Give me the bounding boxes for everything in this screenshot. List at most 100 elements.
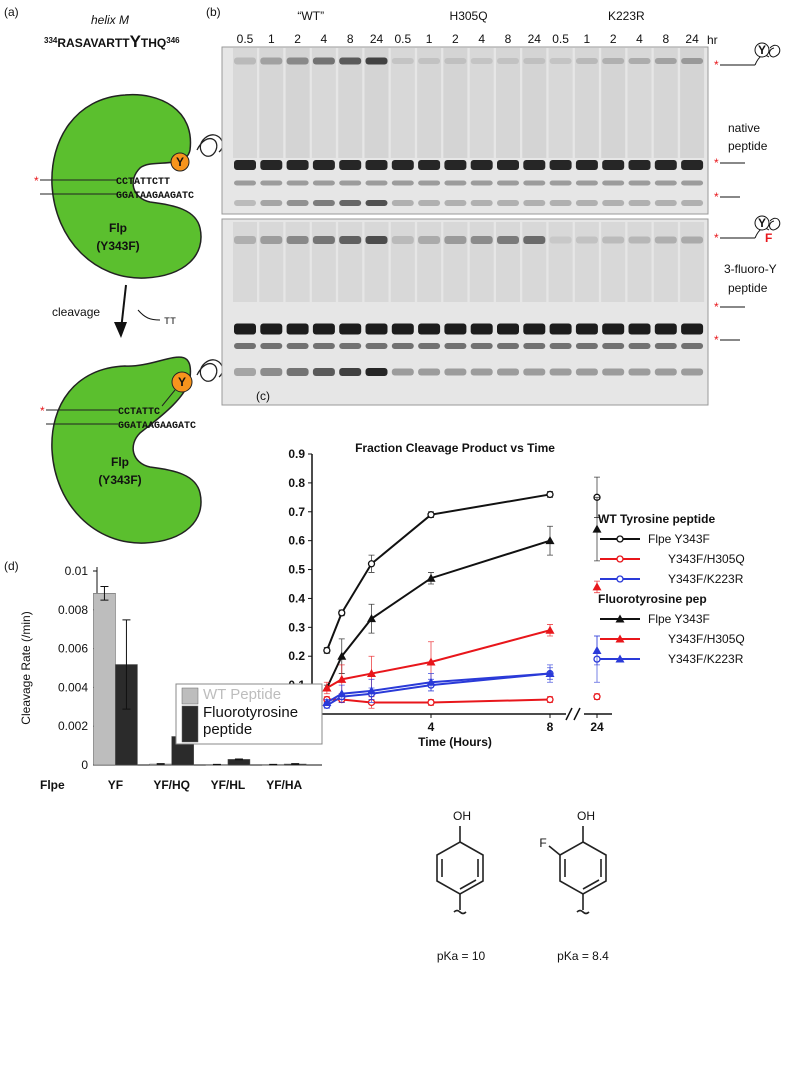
data-point [367,669,376,678]
gel-band [681,160,704,170]
seq-start: 334 [44,36,58,45]
gel-band [602,180,625,186]
gel-smear [364,222,389,302]
gel-band [260,200,283,206]
gel-smear [259,48,284,158]
gel-band [523,343,546,349]
top-strand: CCTATTCTT [116,177,170,188]
gel-band [654,160,677,170]
gel-band [497,236,519,244]
gel-band [497,180,519,186]
gel-smear [417,48,442,158]
legend-swatch [181,687,199,705]
y-tick-label: 0.002 [58,719,88,733]
y-tick-label: 0.8 [288,476,305,490]
lane-time: 2 [452,32,459,46]
gel-band [602,200,625,206]
gel-band [470,180,493,186]
legend-marker [615,614,625,623]
y-tick-label: 0.9 [288,447,305,461]
data-point [546,490,554,499]
gel-band [286,180,309,186]
gel-band [339,200,362,206]
gel-band [339,57,362,65]
label-asterisk: * [714,156,719,170]
gel-band [681,343,704,349]
gel-band [391,160,414,170]
data-point [592,645,602,654]
gel-band [681,236,704,244]
gel-smear [548,48,573,158]
data-point [545,625,555,634]
error-bar [156,763,165,765]
gel-band [418,200,441,206]
gel-band [312,200,335,206]
y-tick-label: 0.3 [288,620,305,634]
gel-band [628,180,651,186]
data-point [545,669,555,678]
data-point [427,511,435,519]
lane-time: 0.5 [394,32,411,46]
legend-label: Flpe Y343F [648,532,710,546]
legend-label: Y343F/K223R [668,652,744,666]
gel-band [628,236,651,244]
legend-label: WT Peptide [203,686,282,703]
y-tick-label: 0.6 [288,534,305,548]
gel-smear [601,48,626,158]
gel-band [418,180,441,186]
gel-band [260,343,283,349]
gel-band [549,200,572,206]
peptide-coil [196,134,224,157]
gel-band [549,236,572,244]
gel-band [418,368,441,376]
y-tick-label: 0 [81,758,88,772]
fluoro-label: peptide [728,281,768,295]
gel-band [234,200,256,206]
gel-band [549,343,572,349]
gel-band [628,343,651,349]
gel-smear [233,222,257,302]
gel-band [523,323,546,335]
gel-smear [548,222,573,302]
y-tick-label: 0.2 [288,649,305,663]
gel-band [365,343,388,349]
lane-time: 24 [528,32,542,46]
label-asterisk: * [40,404,45,418]
x-tick-label: 8 [547,720,554,734]
gel-smear [496,222,520,302]
y-tick-label: 0.7 [288,505,305,519]
legend-label: Fluorotyrosine peptide [203,704,299,738]
gel-band [575,343,598,349]
gel-band [549,180,572,186]
error-bar [234,758,243,761]
gel-smear [653,48,678,158]
gel-band [602,343,625,349]
gel-band [286,343,309,349]
x-tick-label: YF/HQ [153,778,190,792]
lane-time: 2 [294,32,301,46]
lane-time: 0.5 [237,32,254,46]
gel-band [339,236,362,244]
gel-band [418,236,441,244]
gel-band [654,323,677,335]
gel-band [312,160,335,170]
gel-band [470,323,493,335]
lane-group: K223R [608,9,645,23]
bottom-strand: GGATAAGAAGATC [116,191,194,202]
data-point [337,651,347,660]
data-point [592,582,602,591]
data-point [426,677,436,686]
gel-band [418,58,441,64]
gel-band [497,343,519,349]
gel-smear [522,48,547,158]
lane-time: 8 [662,32,669,46]
gel-band [628,160,651,170]
lane-time: 8 [505,32,512,46]
gel-band [523,180,546,186]
lane-time: 0.5 [552,32,569,46]
gel-band [339,180,362,186]
legend-label: Y343F/K223R [668,572,744,586]
gel-band [260,160,283,170]
